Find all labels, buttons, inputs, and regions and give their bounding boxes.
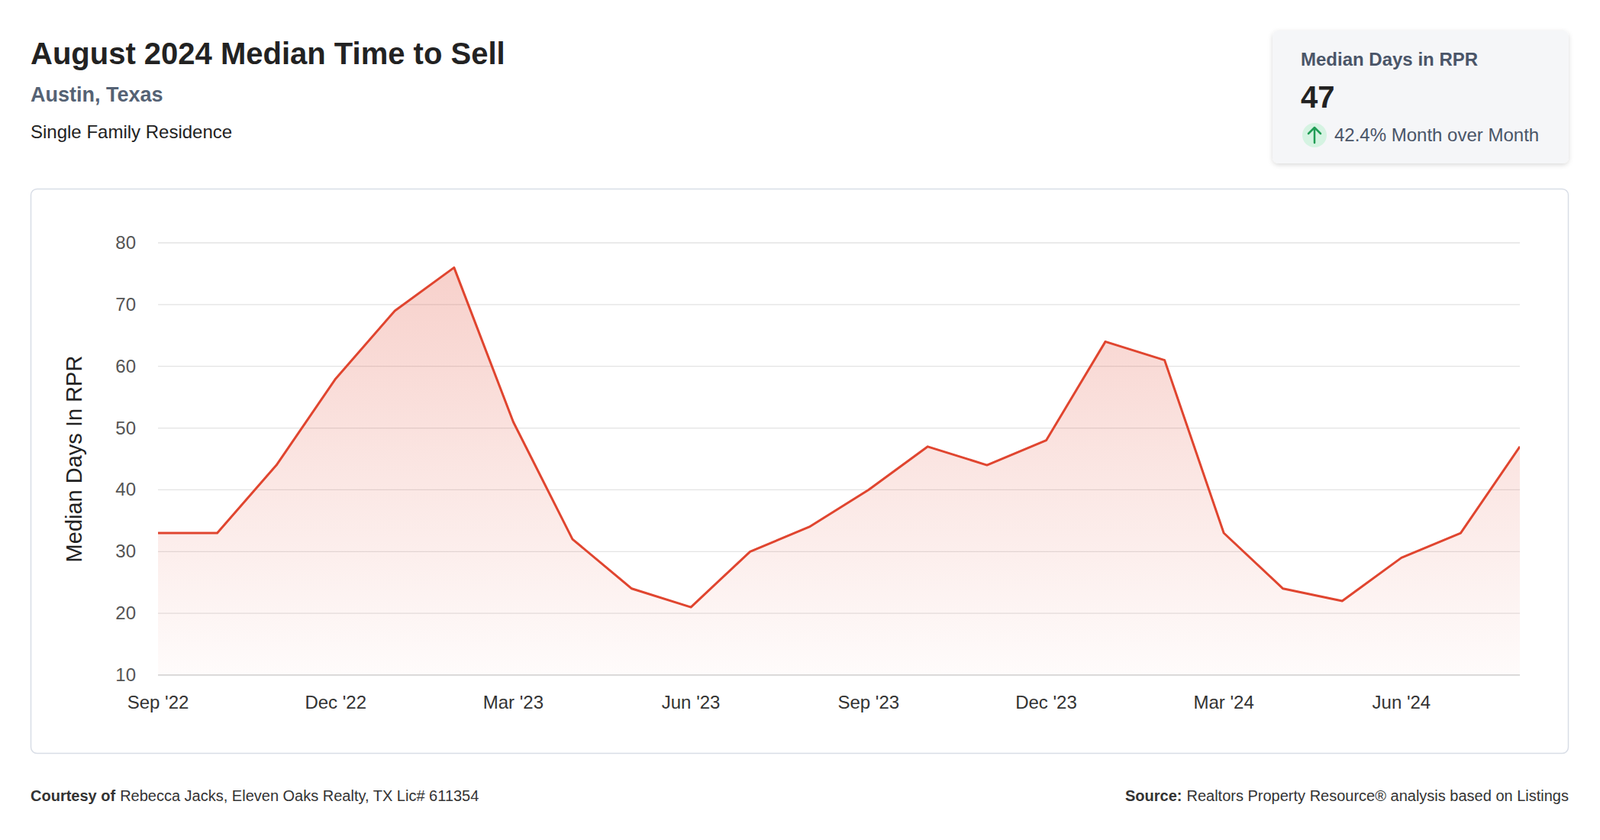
card-change: 42.4% Month over Month	[1334, 124, 1539, 146]
card	[1272, 30, 1569, 164]
x-tick-label: Mar '23	[483, 691, 544, 713]
area	[158, 267, 1520, 675]
arrow-badge	[1302, 122, 1327, 148]
subtitle: Austin, Texas	[30, 83, 164, 107]
y-axis-label: Median Days In RPR	[61, 355, 87, 563]
x-tick-label: Sep '22	[127, 691, 190, 713]
page: August 2024 Median Time to Sell Austin, T…	[0, 0, 1600, 840]
y-tick-label: 70	[115, 293, 136, 315]
y-tick-label: 60	[115, 355, 136, 377]
courtesy: Courtesy ofRebecca Jacks, Eleven Oaks Re…	[30, 787, 479, 804]
line	[158, 267, 1520, 607]
x-tick-label: Dec '23	[1015, 691, 1078, 713]
x-tick-label: Mar '24	[1193, 691, 1255, 713]
chart-frame	[31, 189, 1569, 754]
grid-line	[158, 303, 1520, 305]
description: Single Family Residence	[30, 121, 233, 142]
card-value: 47	[1300, 80, 1336, 114]
arrow-up	[1308, 127, 1321, 143]
courtesy-text: Rebecca Jacks, Eleven Oaks Realty, TX Li…	[119, 787, 479, 804]
grid-line	[158, 241, 1520, 243]
y-tick-label: 20	[115, 602, 136, 623]
y-tick-label: 50	[115, 417, 136, 439]
x-tick-label: Jun '23	[661, 691, 721, 713]
x-tick-label: Sep '23	[837, 691, 900, 713]
y-tick-label: 30	[115, 540, 136, 562]
source-label: Source:	[1125, 787, 1182, 804]
plot	[158, 267, 1520, 675]
courtesy-label: Courtesy of	[30, 787, 116, 804]
source: Source:Realtors Property Resource® analy…	[1125, 787, 1569, 804]
card-label: Median Days in RPR	[1300, 48, 1478, 70]
source-text: Realtors Property Resource® analysis bas…	[1186, 787, 1569, 804]
x-tick-label: Jun '24	[1372, 691, 1432, 713]
x-tick-label: Dec '22	[304, 691, 367, 713]
y-tick-label: 10	[115, 664, 136, 685]
y-tick-label: 80	[115, 232, 136, 253]
title: August 2024 Median Time to Sell	[30, 36, 506, 71]
y-tick-label: 40	[115, 478, 136, 500]
